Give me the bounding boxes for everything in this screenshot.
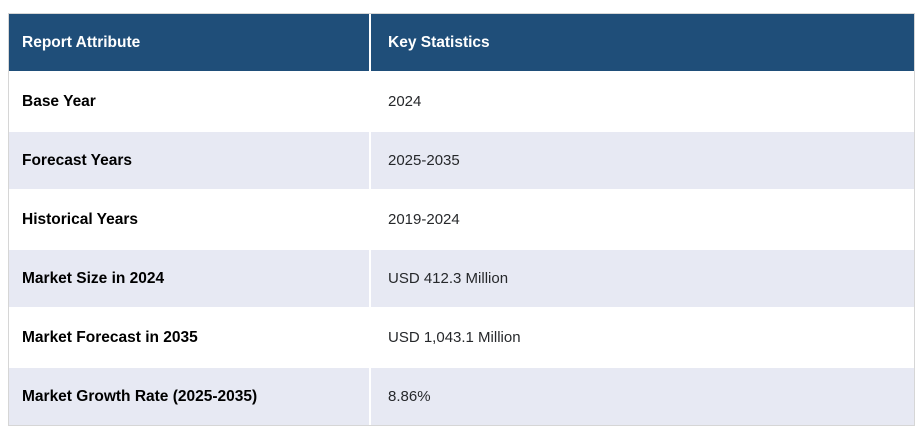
value-cell: 2025-2035	[371, 132, 914, 191]
table-row: Historical Years 2019-2024	[9, 191, 914, 250]
table-row: Market Growth Rate (2025-2035) 8.86%	[9, 368, 914, 425]
attribute-cell: Market Size in 2024	[9, 250, 371, 309]
value-cell: USD 1,043.1 Million	[371, 309, 914, 368]
value-cell: 2019-2024	[371, 191, 914, 250]
report-summary-table-container: Report Attribute Key Statistics Base Yea…	[8, 13, 915, 426]
value-cell: 8.86%	[371, 368, 914, 425]
table-row: Market Forecast in 2035 USD 1,043.1 Mill…	[9, 309, 914, 368]
value-cell: 2024	[371, 73, 914, 132]
attribute-cell: Base Year	[9, 73, 371, 132]
attribute-cell: Market Forecast in 2035	[9, 309, 371, 368]
value-cell: USD 412.3 Million	[371, 250, 914, 309]
attribute-cell: Forecast Years	[9, 132, 371, 191]
attribute-cell: Market Growth Rate (2025-2035)	[9, 368, 371, 425]
report-attributes-table: Report Attribute Key Statistics Base Yea…	[8, 13, 915, 426]
header-cell-key-statistics: Key Statistics	[371, 14, 914, 73]
table-row: Base Year 2024	[9, 73, 914, 132]
table-header-row: Report Attribute Key Statistics	[9, 14, 914, 73]
table-row: Market Size in 2024 USD 412.3 Million	[9, 250, 914, 309]
header-cell-report-attribute: Report Attribute	[9, 14, 371, 73]
table-row: Forecast Years 2025-2035	[9, 132, 914, 191]
attribute-cell: Historical Years	[9, 191, 371, 250]
